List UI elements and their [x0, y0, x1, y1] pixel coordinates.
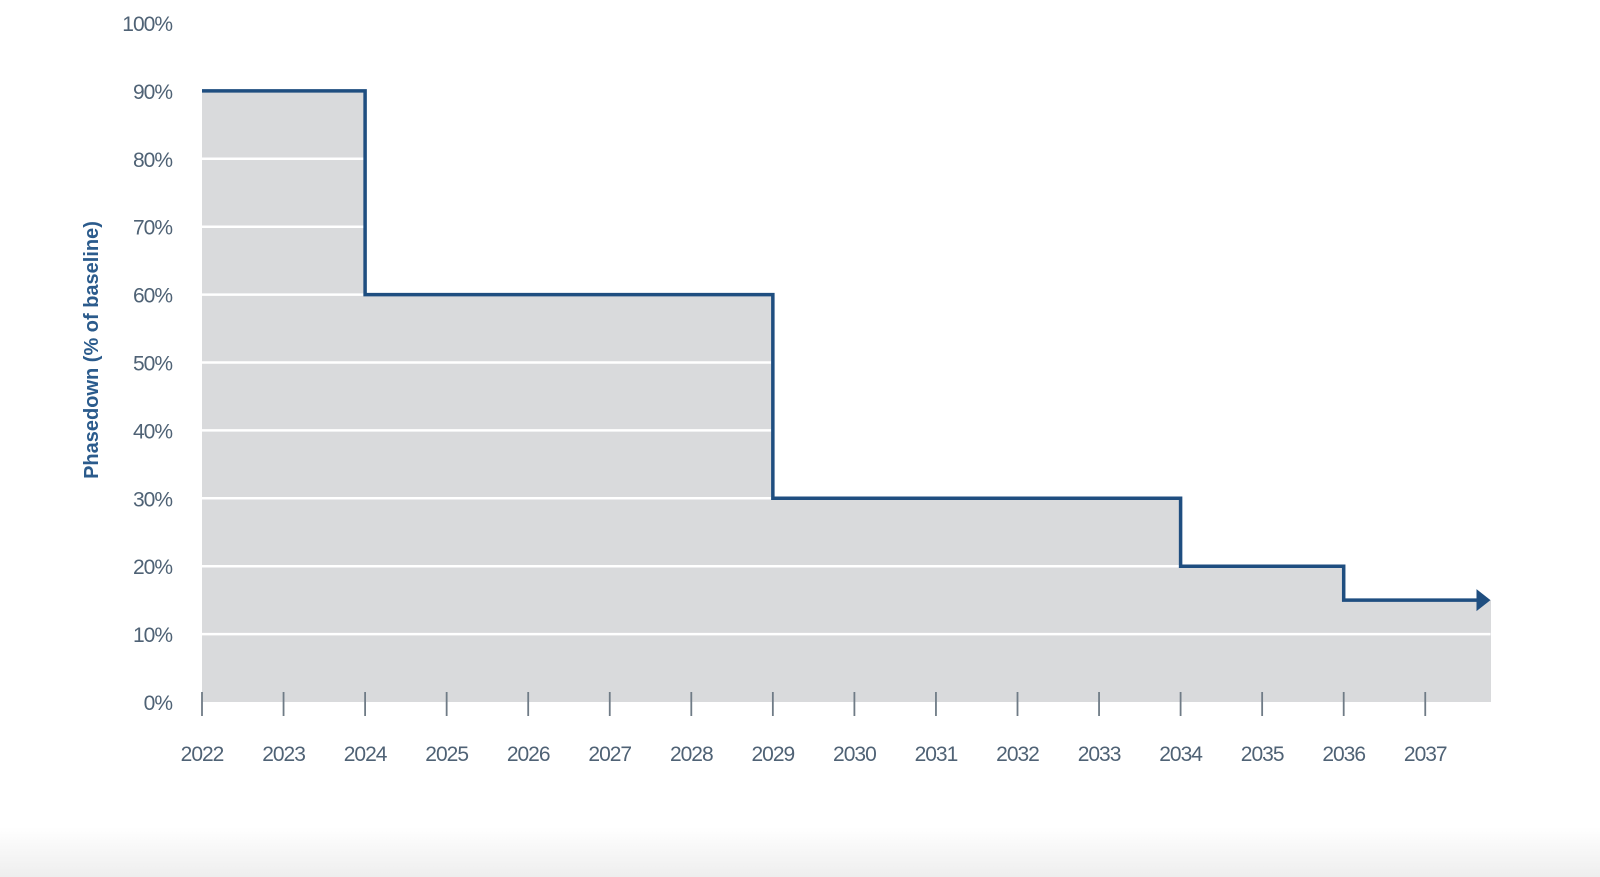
- x-tick-label-2029: 2029: [751, 743, 794, 766]
- y-tick-label-70: 70%: [133, 217, 172, 240]
- step-line-layer: [202, 89, 1491, 612]
- x-tick-label-2033: 2033: [1078, 743, 1121, 766]
- x-tick-label-2026: 2026: [507, 743, 550, 766]
- step-fill-2036: [1343, 600, 1491, 702]
- x-tick-label-2037: 2037: [1404, 743, 1447, 766]
- y-tick-label-80: 80%: [133, 149, 172, 172]
- step-fill-2029: [772, 498, 1182, 702]
- bottom-shadow: [0, 827, 1600, 877]
- area-fill-layer: [202, 90, 1491, 702]
- y-tick-label-20: 20%: [133, 556, 172, 579]
- y-tick-label-50: 50%: [133, 353, 172, 376]
- y-tick-label-60: 60%: [133, 285, 172, 308]
- x-tick-label-2030: 2030: [833, 743, 876, 766]
- step-fill-2022: [202, 90, 366, 702]
- x-axis: 2022 2023 2024 2025 2026 2027 2028 2029 2030 2031…: [181, 692, 1448, 766]
- x-tick-label-2031: 2031: [915, 743, 958, 766]
- step-line: [202, 89, 1479, 602]
- y-tick-label-100: 100%: [122, 13, 172, 36]
- arrow-icon: [1476, 589, 1491, 612]
- x-tick-label-2034: 2034: [1159, 743, 1203, 766]
- x-tick-label-2023: 2023: [262, 743, 305, 766]
- x-tick-label-2032: 2032: [996, 743, 1039, 766]
- x-tick-label-2028: 2028: [670, 743, 713, 766]
- y-tick-label-30: 30%: [133, 488, 172, 511]
- x-tick-label-2022: 2022: [181, 743, 224, 766]
- y-tick-label-40: 40%: [133, 420, 172, 443]
- y-tick-label-0: 0%: [144, 692, 173, 715]
- y-axis: 0% 10% 20% 30% 40% 50% 60% 70% 80% 90% 100%: [122, 13, 173, 715]
- y-axis-label: Phasedown (% of baseline): [81, 221, 103, 479]
- x-tick-label-2035: 2035: [1241, 743, 1284, 766]
- y-tick-label-10: 10%: [133, 624, 172, 647]
- x-tick-label-2025: 2025: [425, 743, 468, 766]
- x-tick-label-2027: 2027: [588, 743, 631, 766]
- y-tick-label-90: 90%: [133, 81, 172, 104]
- x-tick-label-2024: 2024: [344, 743, 388, 766]
- x-tick-label-2036: 2036: [1322, 743, 1365, 766]
